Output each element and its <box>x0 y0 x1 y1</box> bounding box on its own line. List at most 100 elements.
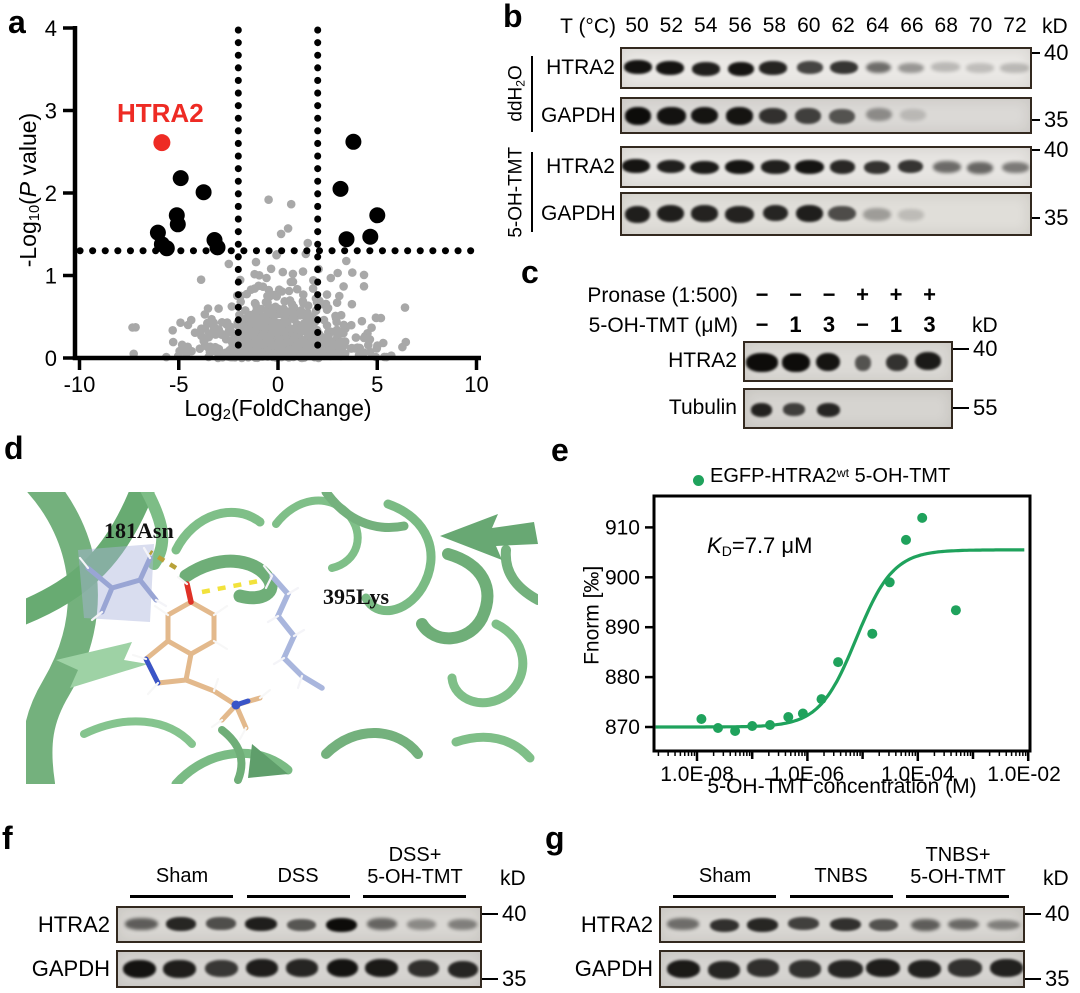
gray-point <box>327 338 337 348</box>
x-tick-label: 5 <box>371 372 383 397</box>
gray-point <box>286 199 296 209</box>
blot-strip-b1 <box>620 97 1032 134</box>
panel-e-label: e <box>551 432 569 468</box>
volcano-significant-points <box>149 133 386 257</box>
blot-band <box>830 917 862 932</box>
gray-point <box>264 195 273 204</box>
temperature-header: T (°C) <box>560 15 616 38</box>
volcano-plot: -10 -5 0 5 10 0 1 2 3 4 HTRA2 <box>45 16 489 397</box>
blot-band <box>947 918 980 931</box>
mw-marker-tick <box>1032 216 1040 220</box>
blot-band <box>666 959 700 978</box>
gray-point <box>371 313 381 323</box>
panel-g-label: g <box>545 820 565 856</box>
x-tick-label: 1.0E-08 <box>660 763 734 786</box>
gray-point <box>226 322 235 332</box>
blot-band <box>691 205 718 223</box>
blot-band <box>829 60 858 75</box>
y-tick-label: 0 <box>45 346 57 371</box>
blot-band <box>666 918 700 930</box>
docking-structure-image: 181Asn 395Lys <box>26 492 538 784</box>
blot-band <box>326 917 358 932</box>
blot-band <box>1002 161 1029 174</box>
gray-point <box>203 343 213 352</box>
gray-point <box>346 344 356 353</box>
group-label-dss-tmt-line1: DSS+ <box>388 844 442 866</box>
blot-band <box>948 959 982 977</box>
blot-band <box>854 354 872 371</box>
blot-band <box>123 959 156 979</box>
gray-point <box>298 348 307 357</box>
gray-point <box>339 282 348 291</box>
beta-sheet-arrow <box>56 642 148 688</box>
gray-point <box>288 269 298 279</box>
gray-point <box>283 224 293 233</box>
group-label-sham: Sham <box>698 865 752 887</box>
blot-band <box>908 960 942 978</box>
blot-band <box>709 918 740 933</box>
blot-band <box>897 62 924 74</box>
gray-point <box>186 315 196 325</box>
condition-value: 1 <box>889 312 903 337</box>
blot-band <box>447 960 478 979</box>
panel-c-kd-header: kD <box>972 314 998 337</box>
temp-label: 66 <box>900 14 924 37</box>
gray-point <box>347 320 356 330</box>
data-point <box>783 712 794 722</box>
htra2-point <box>153 134 171 152</box>
gray-point <box>278 267 288 277</box>
hydrogen-bond-dash <box>201 577 265 595</box>
blot-band <box>816 403 840 417</box>
gray-point <box>401 337 411 347</box>
data-point <box>816 694 827 705</box>
gray-point <box>251 299 260 309</box>
gray-point <box>286 306 295 316</box>
gray-point <box>214 304 223 313</box>
temp-label: 72 <box>1003 14 1027 37</box>
panel-f-label: f <box>2 820 13 856</box>
mw-marker-tick <box>1025 912 1041 916</box>
blot-band <box>725 107 754 125</box>
blot-band <box>163 959 196 978</box>
blot-band <box>725 206 754 223</box>
condition-value: − <box>755 282 769 307</box>
binding-x-axis-title: 5-OH-TMT concentration (M) <box>707 775 977 798</box>
gray-point <box>227 302 237 311</box>
data-point <box>867 628 878 639</box>
blot-band <box>725 160 754 174</box>
temp-label: 70 <box>968 14 993 37</box>
y-tick-label: 2 <box>45 181 57 206</box>
blot-band <box>285 959 318 978</box>
ligand-indole-nitrogen <box>143 656 161 686</box>
data-point <box>797 708 808 719</box>
blot-band <box>745 353 778 372</box>
significant-point <box>345 133 362 150</box>
blot-band <box>206 917 237 930</box>
mw-marker: 35 <box>1044 107 1069 132</box>
panel-g-kd-header: kD <box>1043 867 1069 890</box>
gray-point <box>246 285 256 295</box>
significant-point <box>209 239 226 256</box>
blot-band <box>364 959 398 978</box>
blot-band <box>862 208 891 221</box>
blot-row-label: HTRA2 <box>580 912 653 937</box>
blot-band <box>245 959 278 978</box>
binding-y-axis-title: Fnorm [‰] <box>580 565 604 665</box>
gray-point <box>278 326 288 335</box>
data-point <box>730 726 741 736</box>
gray-point <box>299 290 308 299</box>
panel-d-label: d <box>4 430 24 466</box>
mw-marker-tick <box>1032 148 1040 152</box>
gray-point <box>298 267 308 276</box>
gray-point <box>332 298 342 308</box>
gray-point <box>250 326 260 336</box>
blot-band <box>829 108 856 124</box>
blot-band <box>657 107 686 125</box>
blot-band <box>125 917 158 930</box>
gray-point <box>326 273 336 283</box>
group-overline <box>363 895 466 898</box>
blot-band <box>166 917 197 931</box>
x-tick-label: 10 <box>464 372 488 397</box>
gray-point <box>266 264 276 274</box>
significant-point <box>332 180 349 197</box>
